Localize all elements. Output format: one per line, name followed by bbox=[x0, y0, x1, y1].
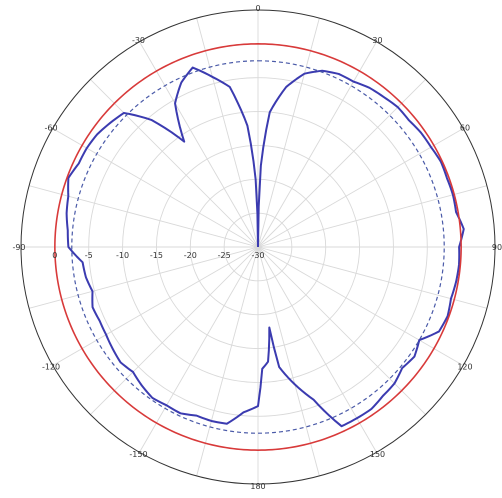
angle-tick-label: 180 bbox=[250, 482, 265, 491]
series-layer bbox=[54, 43, 465, 451]
series-reference-circle bbox=[54, 43, 462, 451]
angular-grid-spoke bbox=[257, 79, 426, 248]
angular-grid-spoke bbox=[52, 128, 259, 248]
angle-tick-label: 60 bbox=[460, 124, 470, 133]
angle-tick-label: 120 bbox=[457, 363, 472, 372]
angular-grid-spoke bbox=[28, 246, 259, 309]
angle-tick-label: 90 bbox=[492, 243, 502, 252]
radial-tick-label: -20 bbox=[184, 251, 197, 260]
angular-grid-spoke bbox=[257, 246, 464, 366]
angle-tick-label: 0 bbox=[255, 4, 260, 13]
angular-grid-spoke bbox=[257, 17, 320, 248]
angular-grid-spoke bbox=[257, 246, 488, 309]
radial-tick-label: -15 bbox=[150, 251, 163, 260]
angle-tick-label: 30 bbox=[372, 36, 382, 45]
radial-tick-label: 0 bbox=[52, 251, 57, 260]
angle-tick-label: -120 bbox=[42, 363, 60, 372]
angular-grid-spoke bbox=[196, 246, 259, 477]
angular-grid-spoke bbox=[90, 79, 259, 248]
angular-grid-spoke bbox=[257, 185, 488, 248]
series-measured-line bbox=[65, 66, 465, 428]
angular-grid-spoke bbox=[139, 246, 259, 453]
radial-tick-label: -10 bbox=[116, 251, 129, 260]
radial-tick-label: -25 bbox=[218, 251, 231, 260]
angular-grid-spoke bbox=[257, 128, 464, 248]
angular-grid-spoke bbox=[52, 246, 259, 366]
angular-grid-spoke bbox=[90, 246, 259, 415]
outer-frame-ring bbox=[20, 9, 496, 485]
angle-tick-label: -150 bbox=[129, 450, 147, 459]
angular-grid-spoke bbox=[257, 41, 377, 248]
angular-grid-spoke bbox=[257, 246, 320, 477]
angular-grid-spoke bbox=[257, 246, 377, 453]
angle-tick-label: 150 bbox=[370, 450, 385, 459]
radial-tick-label: -5 bbox=[85, 251, 93, 260]
angular-grid-spoke bbox=[28, 185, 259, 248]
series-dashed-circle bbox=[71, 60, 445, 434]
angle-tick-label: -90 bbox=[12, 243, 25, 252]
angular-grid-spoke bbox=[257, 246, 426, 415]
angle-tick-label: -60 bbox=[44, 124, 57, 133]
angle-tick-label: -30 bbox=[132, 36, 145, 45]
radial-tick-label: -30 bbox=[251, 251, 264, 260]
tick-labels: 0306090120150180-150-120-90-60-30-30-25-… bbox=[12, 4, 502, 491]
angular-grid-spoke bbox=[139, 41, 259, 248]
angular-grid-spoke bbox=[196, 17, 259, 248]
